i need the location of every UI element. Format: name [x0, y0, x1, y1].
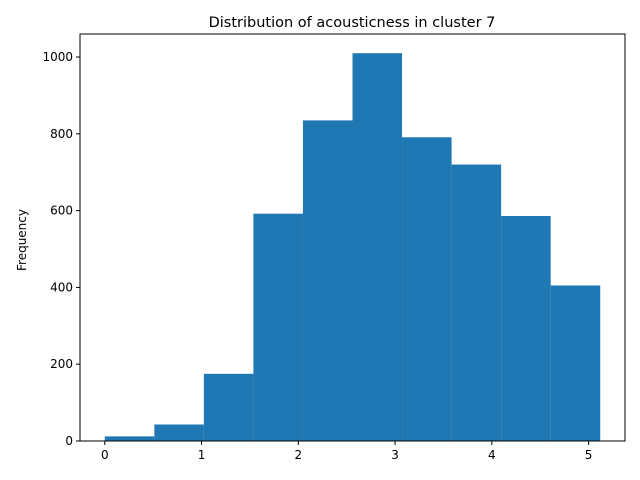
x-tick-label: 4	[488, 448, 496, 462]
x-tick-label: 0	[101, 448, 109, 462]
chart-title: Distribution of acousticness in cluster …	[209, 15, 496, 31]
histogram-bar	[550, 285, 601, 441]
x-tick-label: 3	[391, 448, 399, 462]
histogram-bar	[302, 120, 353, 441]
histogram-bar	[402, 137, 452, 442]
y-tick-label: 0	[65, 434, 73, 448]
plot-frame	[79, 33, 626, 442]
x-axis: 0 1 2 3 4 5	[101, 441, 592, 462]
bars-group	[104, 53, 601, 442]
histogram-bar	[501, 215, 551, 441]
histogram-bar	[154, 424, 204, 441]
histogram-bar	[203, 373, 254, 441]
y-tick-label: 1000	[42, 50, 73, 64]
histogram-bar	[104, 436, 155, 441]
y-tick-label: 600	[50, 204, 73, 218]
histogram-bar	[352, 53, 403, 441]
y-tick-label: 200	[50, 357, 73, 371]
histogram-bar	[451, 164, 502, 441]
y-axis: 0 200 400 600 800 1000	[42, 50, 80, 448]
x-tick-label: 5	[585, 448, 593, 462]
histogram-bar	[253, 213, 303, 441]
y-tick-label: 800	[50, 127, 73, 141]
x-tick-label: 2	[294, 448, 302, 462]
y-tick-label: 400	[50, 280, 73, 294]
x-tick-label: 1	[198, 448, 206, 462]
y-axis-label: Frequency	[15, 209, 29, 271]
